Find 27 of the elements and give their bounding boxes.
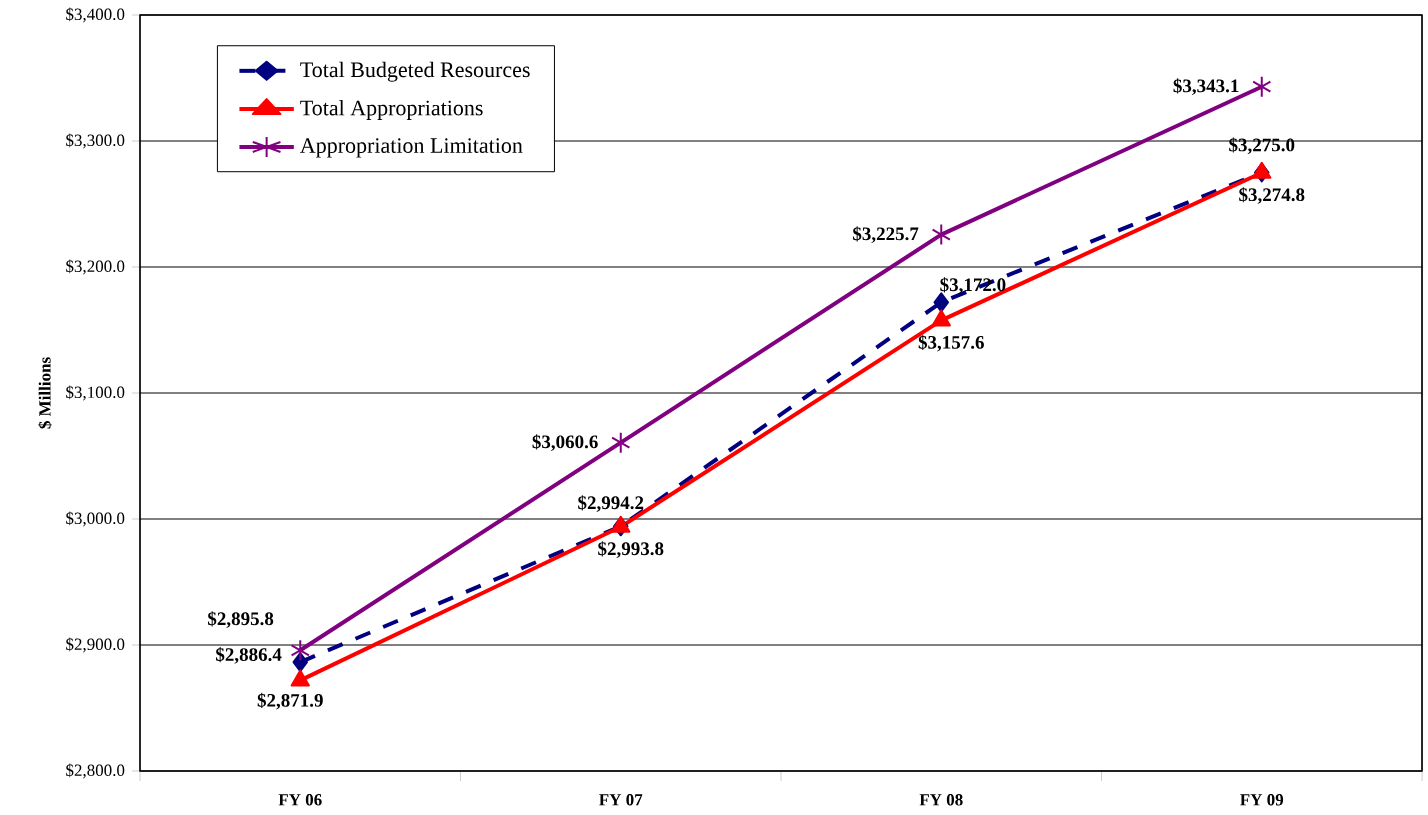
y-tick-label: $2,800.0 (66, 763, 125, 779)
x-tick-label: FY 06 (278, 794, 322, 806)
data-label: $3,225.7 (853, 226, 919, 243)
legend-label: Total Budgeted Resources (300, 61, 530, 82)
y-axis-title: $ Millions (38, 357, 52, 429)
y-tick-label: $3,400.0 (66, 7, 125, 23)
y-tick-label: $3,000.0 (66, 511, 125, 527)
data-label: $3,274.8 (1239, 187, 1305, 204)
data-label: $2,871.9 (257, 692, 323, 710)
data-label: $3,157.6 (918, 334, 984, 352)
data-label: $3,343.1 (1173, 78, 1239, 96)
data-label: $2,994.2 (578, 495, 644, 512)
x-tick-label: FY 08 (919, 794, 963, 806)
legend-label: Total Appropriations (300, 99, 483, 120)
y-tick-label: $3,100.0 (66, 385, 125, 401)
legend-label: Appropriation Limitation (300, 138, 523, 158)
data-label: $2,993.8 (598, 541, 664, 558)
data-label: $3,060.6 (532, 434, 598, 451)
y-tick-label: $3,300.0 (66, 133, 125, 149)
x-tick-label: FY 09 (1240, 794, 1284, 806)
y-tick-label: $2,900.0 (66, 637, 125, 653)
data-label: $2,895.8 (208, 611, 274, 628)
data-label: $3,275.0 (1229, 137, 1295, 155)
data-label: $2,886.4 (216, 647, 282, 664)
data-label: $3,172.0 (940, 277, 1006, 294)
y-tick-label: $3,200.0 (66, 259, 125, 275)
x-tick-label: FY 07 (599, 794, 643, 806)
